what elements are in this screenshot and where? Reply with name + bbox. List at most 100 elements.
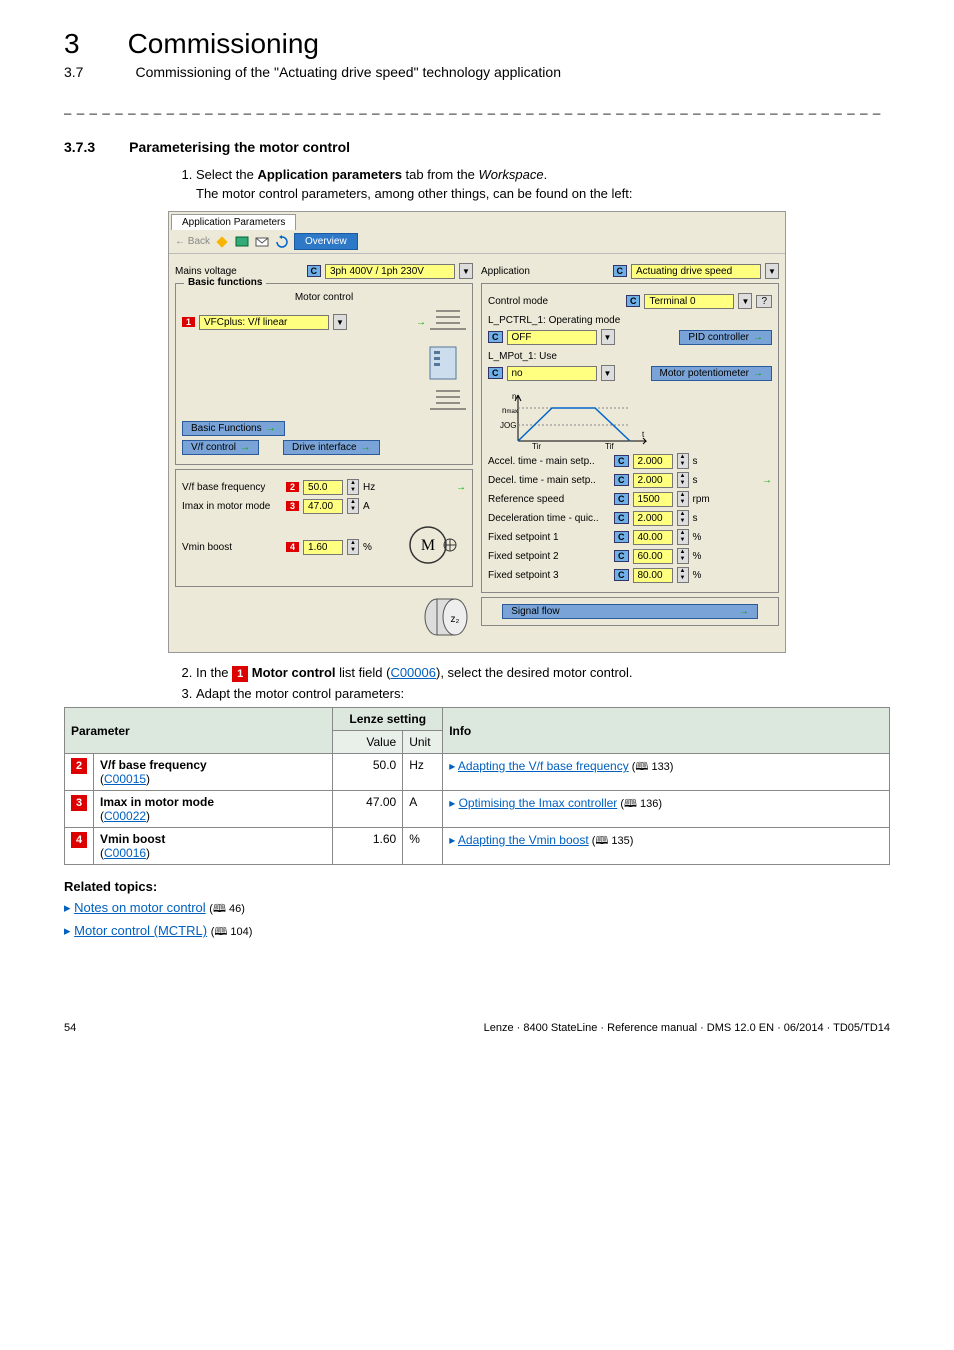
motor-control-label: Motor control — [182, 292, 466, 303]
arrow-icon[interactable]: → — [762, 475, 772, 486]
c-badge[interactable]: C — [614, 531, 629, 543]
th-info: Info — [443, 708, 890, 754]
overview-button[interactable]: Overview — [294, 233, 358, 250]
pctrl-label: L_PCTRL_1: Operating mode — [488, 315, 772, 326]
link-c00006[interactable]: C00006 — [390, 665, 436, 680]
c-badge[interactable]: C — [614, 455, 629, 467]
refspeed-field[interactable]: 1500 — [633, 492, 673, 507]
c-badge[interactable]: C — [626, 295, 641, 307]
c-badge[interactable]: C — [614, 550, 629, 562]
c-badge[interactable]: C — [488, 331, 503, 343]
param-code-link[interactable]: C00016 — [104, 846, 146, 860]
footer-meta: Lenze · 8400 StateLine · Reference manua… — [484, 1022, 890, 1034]
info-link[interactable]: Optimising the Imax controller — [459, 796, 618, 810]
dropdown-arrow-icon[interactable]: ▼ — [601, 329, 615, 345]
basic-functions-button[interactable]: Basic Functions→ — [182, 421, 285, 436]
dropdown-arrow-icon[interactable]: ▼ — [738, 293, 752, 309]
mains-voltage-label: Mains voltage — [175, 266, 237, 277]
pctrl-field[interactable]: OFF — [507, 330, 597, 345]
spinner-icon[interactable]: ▲▼ — [677, 529, 689, 545]
info-link[interactable]: Adapting the V/f base frequency — [458, 759, 629, 773]
back-button[interactable]: ← Back — [175, 236, 210, 247]
diamond-icon[interactable] — [214, 234, 230, 250]
subsection-number: 3.7.3 — [64, 139, 95, 155]
param-unit: Hz — [403, 754, 443, 791]
spinner-icon[interactable]: ▲▼ — [347, 539, 359, 555]
mains-voltage-field[interactable]: 3ph 400V / 1ph 230V — [325, 264, 455, 279]
refresh-icon[interactable] — [274, 234, 290, 250]
spinner-icon[interactable]: ▲▼ — [677, 472, 689, 488]
help-button[interactable]: ? — [756, 295, 772, 308]
th-value: Value — [333, 731, 403, 754]
table-row: 2V/f base frequency(C00015)50.0Hz▸ Adapt… — [65, 754, 890, 791]
fs1-field[interactable]: 40.00 — [633, 530, 673, 545]
spinner-icon[interactable]: ▲▼ — [677, 567, 689, 583]
c-badge[interactable]: C — [614, 512, 629, 524]
spinner-icon[interactable]: ▲▼ — [347, 479, 359, 495]
control-mode-field[interactable]: Terminal 0 — [644, 294, 734, 309]
pid-controller-button[interactable]: PID controller→ — [679, 330, 772, 345]
motor-control-field[interactable]: VFCplus: V/f linear — [199, 315, 329, 330]
decq-label: Deceleration time - quic.. — [488, 513, 610, 524]
c-badge[interactable]: C — [307, 265, 322, 277]
param-code-link[interactable]: C00015 — [104, 772, 146, 786]
arrow-icon[interactable]: → — [416, 317, 426, 328]
tab-application-parameters[interactable]: Application Parameters — [171, 214, 296, 230]
table-row: 4Vmin boost(C00016)1.60%▸ Adapting the V… — [65, 828, 890, 865]
marker-1-inline: 1 — [232, 666, 248, 682]
unit-hz: Hz — [363, 482, 375, 493]
section-number: 3.7 — [64, 64, 83, 80]
screen-icon[interactable] — [234, 234, 250, 250]
application-label: Application — [481, 266, 530, 277]
spinner-icon[interactable]: ▲▼ — [677, 453, 689, 469]
application-field[interactable]: Actuating drive speed — [631, 264, 761, 279]
mpot-label: L_MPot_1: Use — [488, 351, 772, 362]
fs3-field[interactable]: 80.00 — [633, 568, 673, 583]
dropdown-arrow-icon[interactable]: ▼ — [765, 263, 779, 279]
dropdown-arrow-icon[interactable]: ▼ — [459, 263, 473, 279]
param-name: Imax in motor mode — [100, 795, 214, 809]
c-badge[interactable]: C — [613, 265, 628, 277]
unit-a: A — [363, 501, 370, 512]
vf-base-freq-label: V/f base frequency — [182, 482, 282, 493]
signal-flow-button[interactable]: Signal flow→ — [502, 604, 758, 619]
imax-field[interactable]: 47.00 — [303, 499, 343, 514]
c-badge[interactable]: C — [614, 569, 629, 581]
marker-4: 4 — [286, 542, 299, 552]
dropdown-arrow-icon[interactable]: ▼ — [601, 365, 615, 381]
accel-field[interactable]: 2.000 — [633, 454, 673, 469]
arrow-icon[interactable]: → — [456, 482, 466, 493]
related-link[interactable]: Notes on motor control — [74, 900, 206, 915]
vf-base-freq-field[interactable]: 50.0 — [303, 480, 343, 495]
transformer-icon — [430, 387, 466, 417]
c-badge[interactable]: C — [614, 474, 629, 486]
info-link[interactable]: Adapting the Vmin boost — [458, 833, 589, 847]
decq-field[interactable]: 2.000 — [633, 511, 673, 526]
marker: 2 — [71, 758, 87, 774]
motor-pot-button[interactable]: Motor potentiometer→ — [651, 366, 773, 381]
vmin-field[interactable]: 1.60 — [303, 540, 343, 555]
vf-control-button[interactable]: V/f control→ — [182, 440, 259, 455]
decel-field[interactable]: 2.000 — [633, 473, 673, 488]
triangle-icon: ▸ — [64, 900, 71, 915]
c-badge[interactable]: C — [614, 493, 629, 505]
vmin-label: Vmin boost — [182, 542, 282, 553]
c-badge[interactable]: C — [488, 367, 503, 379]
table-row: 3Imax in motor mode(C00022)47.00A▸ Optim… — [65, 791, 890, 828]
fs2-field[interactable]: 60.00 — [633, 549, 673, 564]
spinner-icon[interactable]: ▲▼ — [677, 491, 689, 507]
mpot-field[interactable]: no — [507, 366, 597, 381]
drive-interface-button[interactable]: Drive interface→ — [283, 440, 379, 455]
spinner-icon[interactable]: ▲▼ — [677, 510, 689, 526]
drive-block-icon — [426, 343, 466, 383]
spinner-icon[interactable]: ▲▼ — [677, 548, 689, 564]
related-link[interactable]: Motor control (MCTRL) — [74, 923, 207, 938]
param-code-link[interactable]: C00022 — [104, 809, 146, 823]
step-3: Adapt the motor control parameters: — [196, 686, 890, 701]
page-number: 54 — [64, 1022, 76, 1034]
step-1-sub: The motor control parameters, among othe… — [196, 186, 890, 201]
dropdown-arrow-icon[interactable]: ▼ — [333, 314, 347, 330]
spinner-icon[interactable]: ▲▼ — [347, 498, 359, 514]
mail-icon[interactable] — [254, 234, 270, 250]
transformer-icon — [430, 307, 466, 337]
